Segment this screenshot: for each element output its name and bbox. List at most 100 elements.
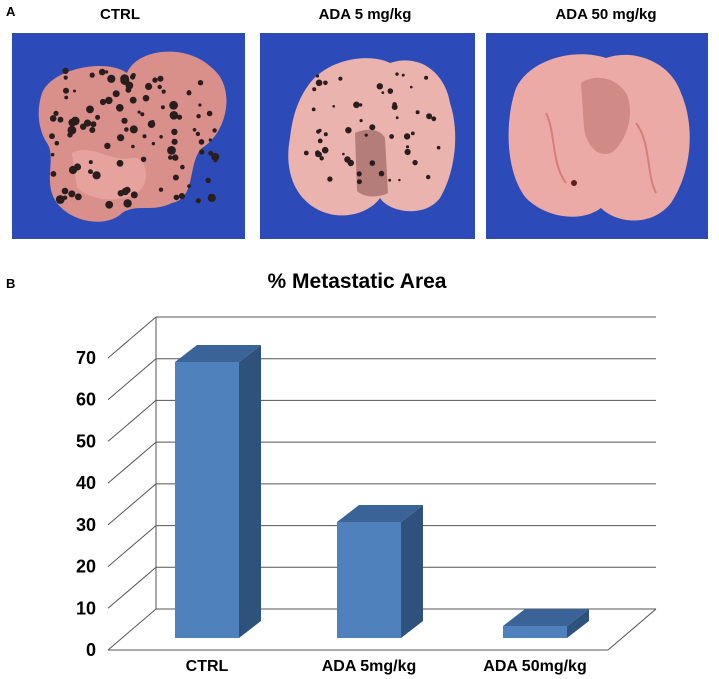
metastatic-nodule xyxy=(410,85,413,89)
metastatic-nodule xyxy=(198,139,205,145)
metastatic-nodule xyxy=(426,113,433,120)
metastatic-nodule xyxy=(67,132,73,138)
metastatic-nodule xyxy=(53,110,59,116)
metastatic-nodule xyxy=(86,105,94,114)
panel-b-letter: B xyxy=(6,276,16,291)
metastatic-nodule xyxy=(424,75,429,80)
metastatic-nodule xyxy=(323,80,328,86)
y-axis-ticks: 0 10 20 30 40 50 60 70 xyxy=(76,348,96,660)
metastatic-nodule xyxy=(436,145,441,150)
floor-side-edge xyxy=(607,608,657,651)
metastatic-nodule xyxy=(61,187,69,195)
grid-diagonal xyxy=(107,358,157,401)
metastatic-nodule xyxy=(130,74,136,80)
metastatic-nodule xyxy=(398,178,401,182)
metastatic-nodule xyxy=(199,149,205,155)
metastatic-nodule xyxy=(315,74,320,78)
metastatic-nodule xyxy=(172,174,179,181)
metastatic-nodule xyxy=(197,80,204,86)
metastatic-nodule xyxy=(105,96,113,105)
photo-ada50-lung xyxy=(486,33,708,239)
metastatic-nodule xyxy=(55,195,65,204)
grid-diagonal xyxy=(107,483,157,526)
metastatic-nodule xyxy=(120,74,129,83)
metastatic-nodule xyxy=(142,94,150,102)
metastatic-nodule xyxy=(150,120,155,124)
metastatic-nodule xyxy=(158,187,164,192)
metastatic-nodule xyxy=(342,152,345,156)
metastatic-nodule xyxy=(169,111,179,120)
metastatic-nodule xyxy=(205,177,211,184)
x-tick-label: ADA 50mg/kg xyxy=(483,658,586,675)
grid-diagonal xyxy=(107,316,157,359)
metastatic-nodule xyxy=(62,195,68,200)
y-tick-label: 20 xyxy=(76,557,96,577)
y-tick-label: 50 xyxy=(76,431,96,451)
metastatic-nodule xyxy=(50,152,55,157)
bar-top xyxy=(175,345,261,362)
lung-image-ctrl xyxy=(12,33,245,239)
photo-label-ada-5: ADA 5 mg/kg xyxy=(318,6,412,23)
metastatic-nodule xyxy=(213,158,218,163)
metastatic-nodule xyxy=(317,138,323,144)
metastatic-nodule xyxy=(353,101,360,109)
metastatic-nodule xyxy=(376,83,383,90)
metastatic-nodule xyxy=(137,110,141,114)
metastatic-nodule xyxy=(152,77,158,83)
metastatic-nodule xyxy=(49,115,57,122)
metastatic-nodule xyxy=(171,138,178,145)
metastatic-nodule xyxy=(173,194,180,201)
metastatic-nodule xyxy=(171,128,178,136)
metastatic-nodule xyxy=(327,176,333,182)
metastatic-nodule xyxy=(415,110,420,115)
metastatic-nodule xyxy=(73,89,76,93)
metastatic-nodule xyxy=(426,174,431,180)
metastatic-nodule xyxy=(198,103,202,107)
metastatic-nodule xyxy=(195,198,201,204)
metastatic-nodule xyxy=(311,107,316,112)
metastatic-nodule xyxy=(142,134,147,139)
metastatic-nodule xyxy=(105,200,114,209)
metastatic-nodule xyxy=(358,103,363,107)
metastatic-nodule xyxy=(315,150,321,156)
metastatic-nodule xyxy=(88,169,93,175)
metastatic-nodule xyxy=(145,82,153,91)
metastatic-nodule xyxy=(321,146,329,154)
bar-side xyxy=(401,505,423,638)
y-tick-label: 10 xyxy=(76,598,96,618)
metastatic-nodule xyxy=(89,127,96,133)
metastatic-nodule xyxy=(57,116,64,123)
metastatic-nodule xyxy=(169,100,179,110)
metastatic-nodule xyxy=(315,79,323,87)
bar-1 xyxy=(337,505,423,638)
chart-bars xyxy=(175,345,589,638)
metastatic-nodule xyxy=(401,73,405,77)
metastatic-nodule xyxy=(99,98,107,106)
x-axis-ticks: CTRL ADA 5mg/kg ADA 50mg/kg xyxy=(186,658,587,675)
photo-ada5-lung xyxy=(260,33,475,239)
photo-ctrl-lung xyxy=(12,33,245,239)
metastatic-nodule xyxy=(95,114,101,120)
grid-diagonal xyxy=(107,608,157,651)
metastatic-nodule xyxy=(140,156,147,162)
metastatic-nodule xyxy=(338,76,343,81)
metastatic-nodule xyxy=(405,145,410,149)
metastatic-nodule xyxy=(68,190,76,198)
metastatic-nodule xyxy=(63,87,69,94)
metastatic-nodule xyxy=(187,184,192,189)
metastatic-nodule xyxy=(347,159,354,167)
x-tick-label: ADA 5mg/kg xyxy=(322,658,417,675)
metastatic-nodule xyxy=(157,75,164,82)
grid-diagonal xyxy=(107,525,157,567)
metastatic-nodule xyxy=(71,116,80,126)
metastatic-nodule xyxy=(356,171,362,177)
metastatic-nodule xyxy=(364,133,368,137)
metastatic-nodule xyxy=(316,129,321,134)
grid-diagonal xyxy=(107,566,157,609)
y-tick-label: 60 xyxy=(76,390,96,410)
bar-top xyxy=(337,505,423,522)
metastatic-nodule xyxy=(431,116,437,122)
metastatic-nodule xyxy=(395,116,399,120)
metastatic-nodule xyxy=(196,114,201,119)
metastatic-nodule xyxy=(403,133,411,140)
